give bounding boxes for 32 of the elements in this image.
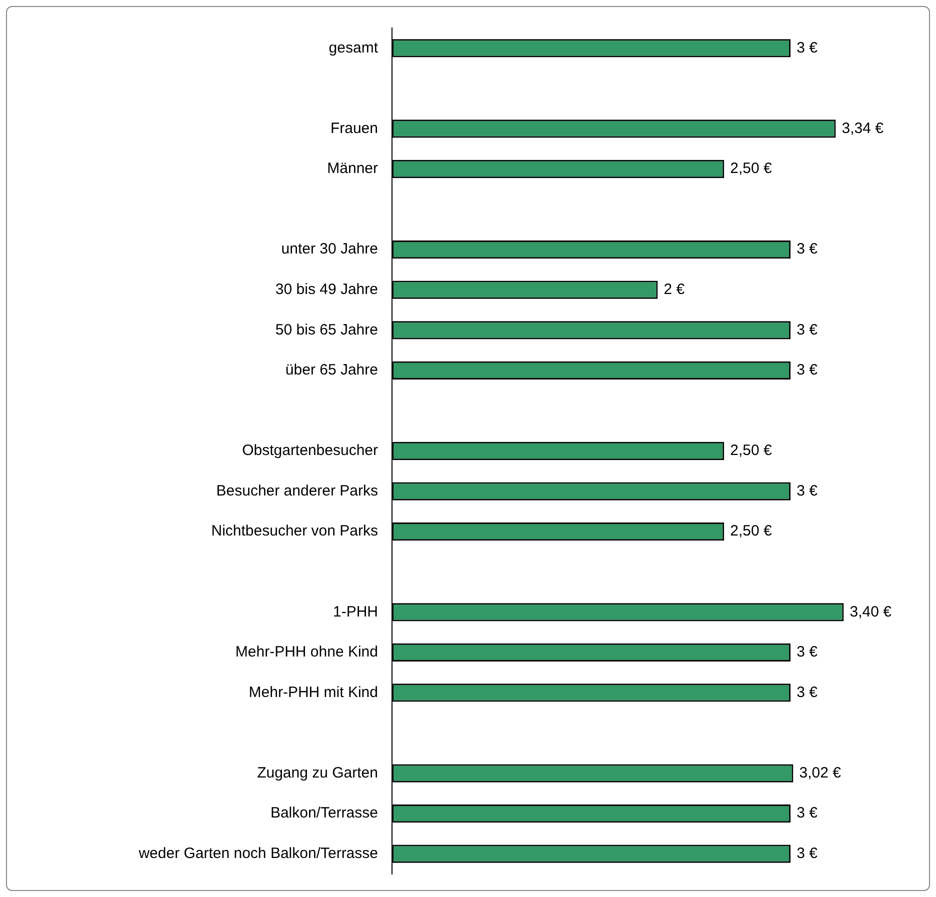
data-label: 3,40 € — [850, 603, 892, 620]
data-label: 3,02 € — [799, 764, 842, 782]
data-label: 3 € — [796, 482, 818, 500]
data-label: 3 € — [796, 321, 818, 338]
y-tick-label: Mehr-PHH ohne Kind — [235, 644, 378, 661]
data-label: 2,50 € — [730, 522, 773, 540]
data-label: 2,50 € — [730, 160, 773, 178]
y-tick-label: 30 bis 49 Jahre — [275, 281, 378, 298]
data-label: 3 € — [796, 644, 818, 661]
y-tick-label: Obstgartenbesucher — [242, 442, 378, 460]
data-label: 3 € — [796, 240, 818, 258]
y-tick-label: Männer — [327, 160, 378, 178]
y-tick-label: 1-PHH — [332, 603, 378, 620]
data-label: 3 € — [796, 804, 818, 822]
y-tick-label: gesamt — [328, 39, 379, 56]
data-label: 3 € — [796, 845, 818, 862]
data-label: 3 € — [796, 684, 818, 701]
y-tick-label: Nichtbesucher von Parks — [211, 522, 378, 540]
y-tick-label: Besucher anderer Parks — [216, 482, 378, 500]
data-label: 3 € — [796, 39, 818, 56]
y-tick-label: unter 30 Jahre — [281, 240, 378, 258]
y-tick-label: Mehr-PHH mit Kind — [248, 684, 378, 701]
y-tick-label: weder Garten noch Balkon/Terrasse — [138, 845, 378, 862]
data-label: 3 € — [796, 362, 818, 379]
y-tick-label: Frauen — [330, 120, 378, 137]
data-label: 2,50 € — [730, 442, 773, 460]
y-tick-label: Zugang zu Garten — [257, 764, 378, 782]
data-label: 3,34 € — [842, 120, 884, 137]
y-tick-label: 50 bis 65 Jahre — [275, 321, 378, 338]
y-tick-label: Balkon/Terrasse — [270, 804, 378, 822]
data-label: 2 € — [664, 281, 686, 298]
y-tick-label: über 65 Jahre — [285, 362, 378, 379]
